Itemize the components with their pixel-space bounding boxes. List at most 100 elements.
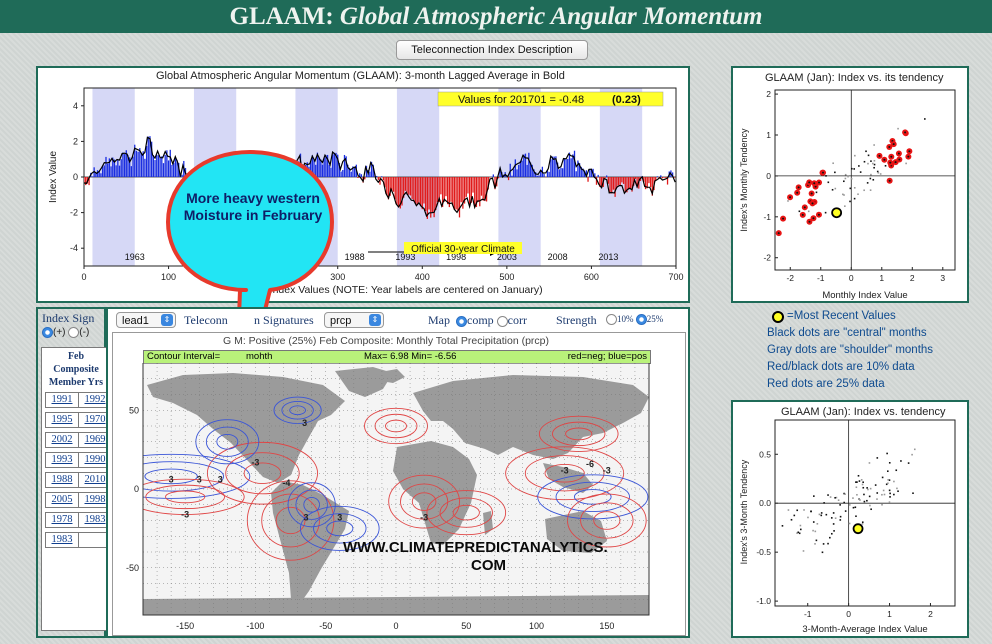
data-dot [843,492,845,495]
x-tick-label: 0 [849,273,854,283]
composite-year-link[interactable]: 1998 [78,492,112,508]
data-dot [798,210,801,213]
index-sign-panel: Index Sign (+) (-) Feb Composite Member … [36,307,113,638]
data-dot [793,514,796,517]
year-label: 2008 [548,252,568,262]
data-dot [872,178,875,181]
data-dot [913,448,916,451]
data-dot [853,197,856,200]
data-dot [827,181,830,184]
strength-10-label: 10% [617,314,634,324]
map-y-tick-label: -50 [126,563,139,573]
map-x-tick-label: -150 [176,621,194,631]
data-dot [834,171,836,174]
data-dot [844,205,846,207]
data-dot [844,493,846,495]
composite-year-link[interactable]: 1995 [45,412,79,428]
contour-label: -3 [561,465,569,475]
composite-year-link[interactable]: 2010 [78,472,112,488]
data-dot [866,487,868,489]
composite-year-link[interactable]: 2002 [45,432,79,448]
data-dot [796,532,798,534]
x-tick-label: 1 [887,609,892,619]
index-sign-minus-radio[interactable] [68,327,80,338]
data-dot [844,173,847,176]
color-key: red=neg; blue=pos [567,351,647,362]
strength-10-radio[interactable] [606,314,617,326]
red-dot-center [817,213,820,216]
data-dot [861,523,864,525]
lead-select[interactable]: lead1 ⇕ [116,312,176,328]
y-tick-label: 2 [766,89,771,99]
y-tick-label: 0.5 [759,449,771,459]
data-dot [843,194,845,196]
timeseries-ylabel: Index Value [48,151,59,204]
data-dot [832,512,835,514]
index-sign-plus-radio[interactable] [42,327,53,338]
data-dot [839,515,842,518]
data-dot [883,493,886,496]
red-dot-center [894,161,897,164]
contour-label: -3 [603,465,611,475]
data-dot [867,488,869,491]
composite-year-link[interactable]: 1983 [45,532,79,548]
composite-year-link[interactable]: 1970 [78,412,112,428]
data-dot [882,489,885,492]
x-tick-label: 2 [910,273,915,283]
data-dot [869,504,871,507]
composite-year-link[interactable]: 1969 [78,432,112,448]
composite-year-link[interactable]: 1991 [45,392,79,408]
contour-label: 3 [218,475,223,485]
red-dot-center [777,232,780,235]
data-dot [873,159,876,162]
composite-year-link[interactable]: 1988 [45,472,79,488]
data-dot [834,517,837,519]
data-dot [863,160,866,163]
data-dot [888,479,891,481]
composite-year-link[interactable]: 1993 [45,452,79,468]
data-dot [829,536,831,539]
lead-select-value: lead1 [122,315,149,327]
x-tick-label: 600 [584,272,599,282]
data-dot [835,496,838,499]
data-dot [893,493,895,496]
data-dot [873,166,875,169]
data-dot [884,165,887,167]
red-dot-center [907,155,910,158]
precip-contour [580,502,634,539]
precip-contour [165,490,206,504]
composite-year-link[interactable]: 1978 [45,512,79,528]
data-dot [832,523,835,525]
strength-25-radio[interactable] [635,314,647,326]
data-dot [849,200,851,203]
red-dot-center [888,145,891,148]
watermark-line-1: WWW.CLIMATEPREDICTANALYTICS. [343,539,608,556]
data-dot [813,495,815,497]
data-dot [829,496,832,498]
data-dot [812,529,814,532]
composite-year-link[interactable]: 2005 [45,492,79,508]
data-dot [815,191,818,194]
index-description-button[interactable]: Teleconnection Index Description [396,40,588,60]
y-tick-label: 0.0 [759,498,771,508]
variable-select[interactable]: prcp ⇕ [324,312,384,328]
map-corr-radio[interactable] [496,315,508,327]
data-dot [815,539,818,542]
precip-contour [143,453,251,499]
data-dot [868,495,871,498]
data-dot [860,479,863,481]
contour-label: 3 [169,475,174,485]
data-dot [848,504,851,506]
map-comp-radio[interactable] [456,315,467,327]
red-dot-center [908,150,911,153]
red-dot-center [811,202,814,205]
data-dot [876,457,879,459]
data-dot [833,530,835,532]
map-x-tick-label: 0 [393,621,398,631]
year-label: 1988 [345,252,365,262]
red-dot-center [782,217,785,220]
map-panel: lead1 ⇕ Teleconn n Signatures prcp ⇕ Map… [106,307,690,638]
map-x-tick-label: 150 [599,621,614,631]
x-tick-label: 1 [879,273,884,283]
data-dot [862,486,865,489]
